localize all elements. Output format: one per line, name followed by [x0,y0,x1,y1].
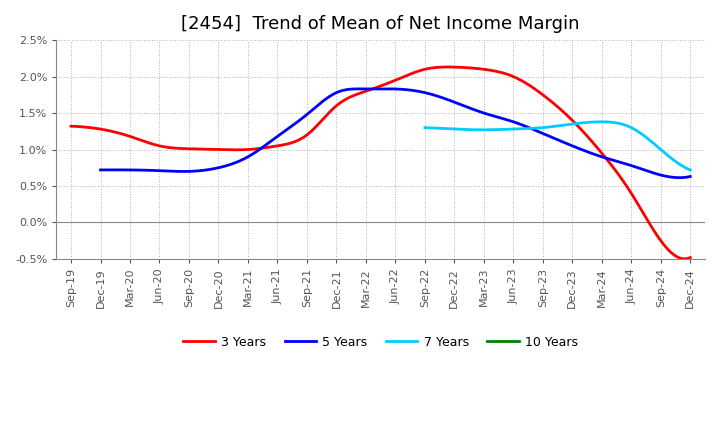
5 Years [673,175,682,180]
5 Years [449,99,457,104]
Line: 7 Years: 7 Years [425,122,690,170]
Title: [2454]  Trend of Mean of Net Income Margin: [2454] Trend of Mean of Net Income Margi… [181,15,580,33]
7 Years [639,132,647,138]
3 Years [67,124,76,129]
3 Years [444,64,453,70]
3 Years [364,88,373,93]
Line: 5 Years: 5 Years [101,89,690,178]
5 Years [416,89,425,95]
7 Years [420,125,429,130]
7 Years [578,120,587,125]
5 Years [686,174,695,179]
7 Years [548,124,557,129]
3 Years [402,73,410,78]
7 Years [597,119,606,125]
5 Years [377,86,385,92]
7 Years [686,167,695,172]
3 Years [575,125,584,131]
3 Years [680,256,688,261]
3 Years [686,255,695,260]
7 Years [564,122,573,127]
5 Years [96,167,105,172]
5 Years [581,148,590,154]
3 Years [672,254,681,259]
Line: 3 Years: 3 Years [71,67,690,259]
7 Years [680,165,689,170]
7 Years [546,124,555,129]
5 Years [675,175,684,180]
3 Years [361,89,369,94]
3 Years [436,65,444,70]
5 Years [380,86,389,92]
Legend: 3 Years, 5 Years, 7 Years, 10 Years: 3 Years, 5 Years, 7 Years, 10 Years [179,331,583,354]
5 Years [382,86,391,92]
